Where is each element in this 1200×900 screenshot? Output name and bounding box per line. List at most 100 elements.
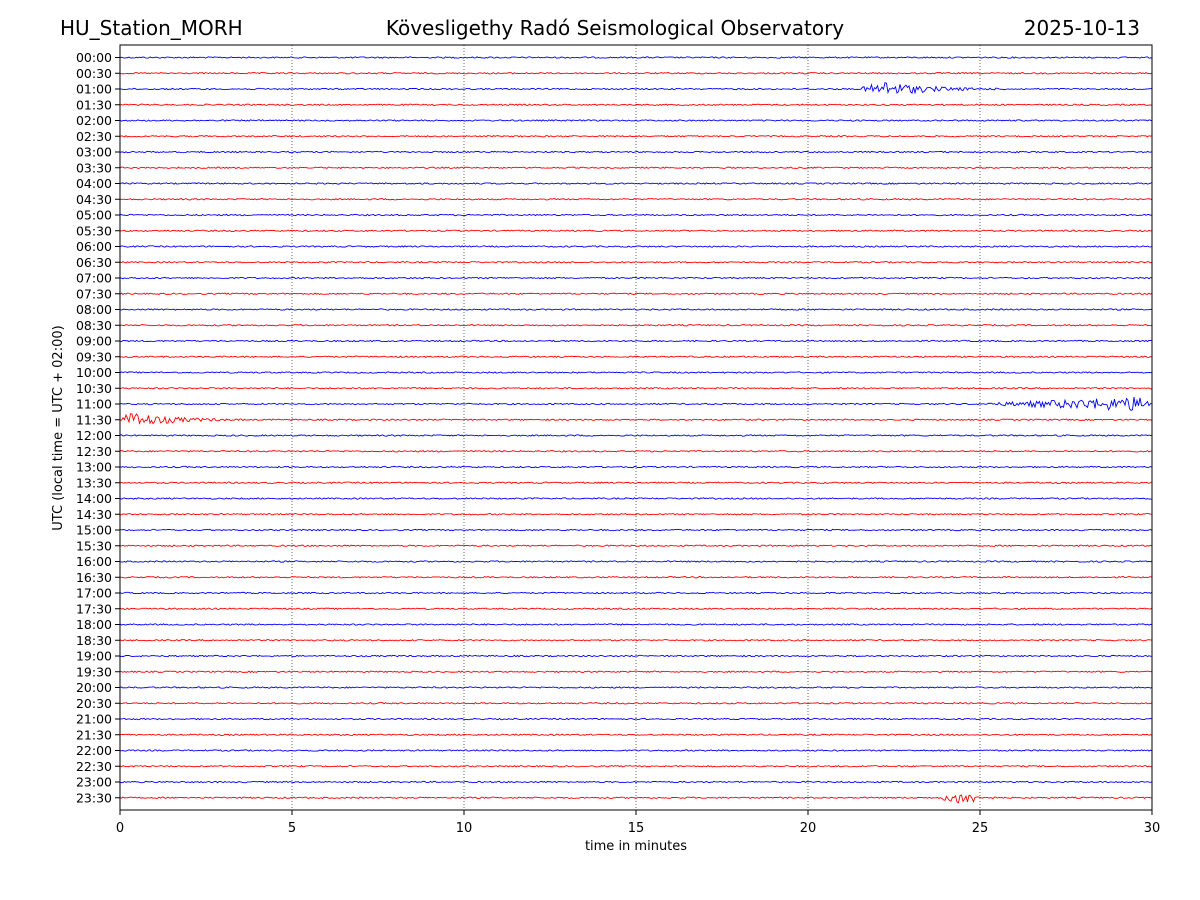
y-tick-label: 12:30 <box>76 444 112 459</box>
y-tick-label: 19:00 <box>76 649 112 664</box>
y-tick-label: 18:30 <box>76 633 112 648</box>
trace-1600 <box>119 560 1153 563</box>
y-tick-label: 14:30 <box>76 507 112 522</box>
grid-lines <box>291 45 981 810</box>
trace-2100 <box>119 717 1153 721</box>
y-tick-label: 21:30 <box>76 727 112 742</box>
x-tick-label: 25 <box>972 821 989 836</box>
trace-0230 <box>119 134 1153 138</box>
y-tick-label: 04:30 <box>76 192 112 207</box>
trace-1730 <box>119 607 1153 611</box>
y-tick-label: 06:00 <box>76 239 112 254</box>
trace-0330 <box>119 166 1153 170</box>
y-tick-label: 22:30 <box>76 759 112 774</box>
trace-1230 <box>119 449 1153 453</box>
trace-1900 <box>119 654 1153 658</box>
y-tick-label: 10:30 <box>76 381 112 396</box>
trace-0600 <box>119 245 1153 248</box>
trace-0300 <box>119 150 1153 154</box>
trace-0630 <box>119 260 1153 264</box>
y-tick-label: 20:00 <box>76 680 112 695</box>
trace-2030 <box>119 701 1153 705</box>
trace-0700 <box>119 276 1153 280</box>
y-axis-label: UTC (local time = UTC + 02:00) <box>51 325 66 530</box>
trace-0730 <box>119 292 1153 296</box>
y-tick-label: 01:30 <box>76 97 112 112</box>
y-tick-label: 05:00 <box>76 208 112 223</box>
y-tick-label: 23:30 <box>76 790 112 805</box>
trace-2130 <box>119 733 1153 736</box>
trace-1800 <box>119 623 1153 626</box>
y-tick-label: 08:00 <box>76 302 112 317</box>
date-label: 2025-10-13 <box>1024 16 1140 40</box>
trace-1100 <box>119 396 1153 411</box>
trace-0430 <box>119 198 1153 201</box>
y-tick-label: 09:30 <box>76 349 112 364</box>
trace-1430 <box>119 513 1153 516</box>
trace-0930 <box>119 355 1153 359</box>
y-tick-label: 15:00 <box>76 523 112 538</box>
y-tick-label: 05:30 <box>76 223 112 238</box>
y-tick-label: 09:00 <box>76 334 112 349</box>
y-tick-label: 08:30 <box>76 318 112 333</box>
trace-1200 <box>119 434 1153 437</box>
trace-1400 <box>119 497 1153 500</box>
trace-0030 <box>119 72 1153 75</box>
y-tick-label: 15:30 <box>76 538 112 553</box>
y-tick-label: 04:00 <box>76 176 112 191</box>
station-label: HU_Station_MORH <box>60 16 243 40</box>
y-tick-label: 20:30 <box>76 696 112 711</box>
trace-1700 <box>119 591 1153 595</box>
trace-1530 <box>119 544 1153 548</box>
y-tick-label: 14:00 <box>76 491 112 506</box>
trace-0900 <box>119 339 1153 343</box>
y-tick-label: 02:30 <box>76 129 112 144</box>
y-tick-label: 06:30 <box>76 255 112 270</box>
y-tick-label: 07:30 <box>76 286 112 301</box>
trace-1930 <box>119 670 1153 673</box>
y-tick-label: 23:00 <box>76 775 112 790</box>
y-tick-label: 03:30 <box>76 160 112 175</box>
y-tick-label: 19:30 <box>76 664 112 679</box>
plot-frame <box>119 44 1153 811</box>
y-tick-label: 22:00 <box>76 743 112 758</box>
trace-1130 <box>119 413 1153 425</box>
x-tick-label: 0 <box>116 821 124 836</box>
y-tick-label: 13:30 <box>76 475 112 490</box>
trace-1030 <box>119 387 1153 390</box>
y-tick-label: 07:00 <box>76 271 112 286</box>
y-tick-label: 10:00 <box>76 365 112 380</box>
trace-1630 <box>119 575 1153 579</box>
x-tick-labels: 0 5 10 15 20 25 30 <box>116 810 1160 836</box>
y-tick-label: 21:00 <box>76 712 112 727</box>
x-tick-label: 20 <box>800 821 817 836</box>
y-tick-label: 17:30 <box>76 601 112 616</box>
y-tick-labels: 00:0000:3001:0001:3002:0002:3003:0003:30… <box>76 50 120 805</box>
trace-group <box>119 56 1153 804</box>
y-tick-label: 13:00 <box>76 460 112 475</box>
trace-1330 <box>119 481 1153 484</box>
trace-0200 <box>119 119 1153 122</box>
y-tick-label: 12:00 <box>76 428 112 443</box>
trace-2200 <box>119 749 1153 752</box>
x-axis-label: time in minutes <box>585 839 687 854</box>
trace-2330 <box>119 794 1153 804</box>
x-tick-label: 30 <box>1144 821 1161 836</box>
y-tick-label: 01:00 <box>76 82 112 97</box>
y-tick-label: 00:00 <box>76 50 112 65</box>
trace-2000 <box>119 686 1153 689</box>
trace-0400 <box>119 182 1153 185</box>
y-tick-label: 16:00 <box>76 554 112 569</box>
trace-1300 <box>119 465 1153 469</box>
y-tick-label: 18:00 <box>76 617 112 632</box>
trace-0830 <box>119 323 1153 327</box>
trace-0800 <box>119 308 1153 311</box>
chart-title: Kövesligethy Radó Seismological Observat… <box>386 16 844 40</box>
y-tick-label: 11:00 <box>76 397 112 412</box>
trace-1500 <box>119 528 1153 532</box>
trace-0000 <box>119 56 1153 59</box>
y-tick-label: 11:30 <box>76 412 112 427</box>
trace-0530 <box>119 229 1153 233</box>
y-tick-label: 02:00 <box>76 113 112 128</box>
